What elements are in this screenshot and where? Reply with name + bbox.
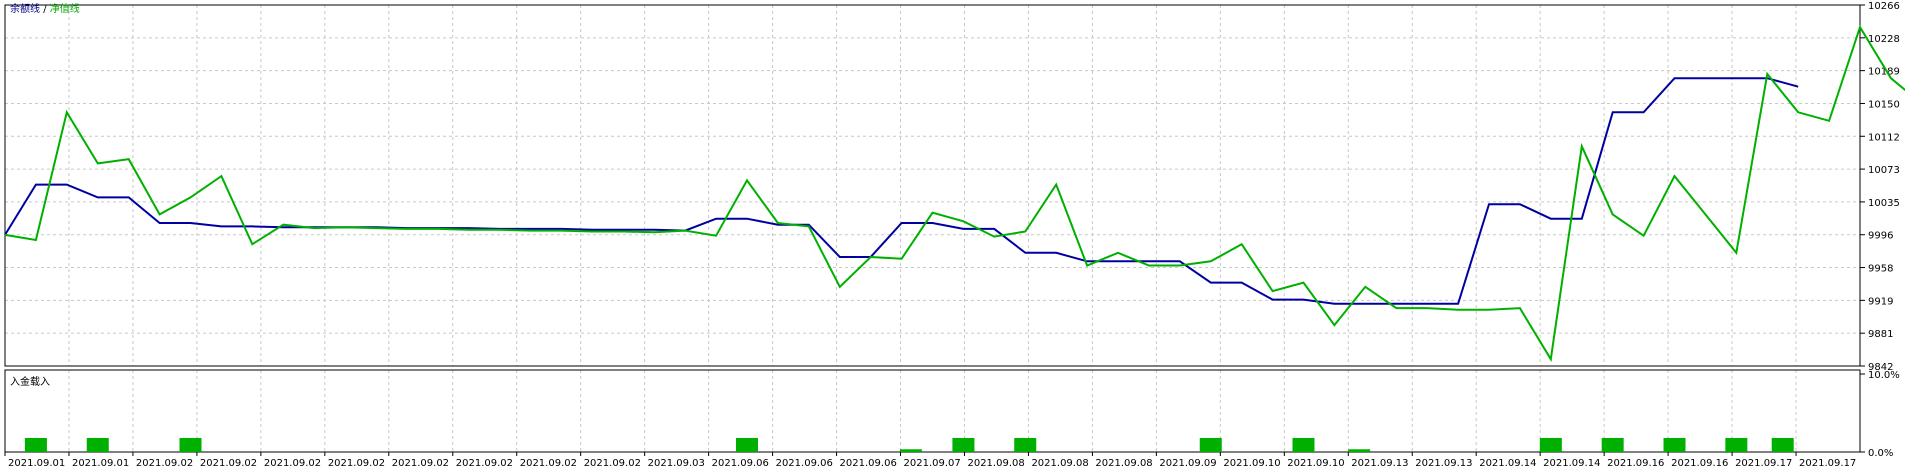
deposit-panel-frame xyxy=(4,369,1861,453)
x-tick-label: 2021.09.07 xyxy=(904,458,961,469)
legend-separator: / xyxy=(43,4,47,15)
y-tick-label: 10150 xyxy=(1868,99,1900,110)
y-tick-label: 10228 xyxy=(1868,34,1900,45)
deposit-bar xyxy=(1014,437,1037,452)
x-tick-label: 2021.09.10 xyxy=(1287,458,1344,469)
legend-balance: 余额线 xyxy=(10,4,40,15)
y-tick-label: 9958 xyxy=(1868,264,1893,275)
y-tick-label: 0.0% xyxy=(1868,448,1893,459)
x-tick-label: 2021.09.06 xyxy=(840,458,897,469)
x-tick-label: 2021.09.10 xyxy=(1223,458,1280,469)
deposit-bar xyxy=(179,437,202,452)
deposit-bar xyxy=(86,437,109,452)
x-tick-label: 2021.09.14 xyxy=(1543,458,1600,469)
y-tick-label: 9881 xyxy=(1868,329,1893,340)
main-panel-frame xyxy=(4,4,1861,367)
deposit-bar xyxy=(1663,437,1686,452)
y-tick-label: 9842 xyxy=(1868,362,1893,373)
x-tick-label: 2021.09.02 xyxy=(264,458,321,469)
x-tick-label: 2021.09.13 xyxy=(1415,458,1472,469)
deposit-bar xyxy=(1292,437,1315,452)
deposit-bar xyxy=(1601,437,1624,452)
x-tick-label: 2021.09.02 xyxy=(200,458,257,469)
x-tick-label: 2021.09.09 xyxy=(1159,458,1216,469)
x-tick-label: 2021.09.14 xyxy=(1479,458,1536,469)
x-tick-label: 2021.09.06 xyxy=(712,458,769,469)
y-tick-label: 10266 xyxy=(1868,1,1900,12)
y-tick-label: 10189 xyxy=(1868,67,1900,78)
legend-equity: 净值线 xyxy=(49,4,80,15)
x-tick-label: 2021.09.01 xyxy=(72,458,129,469)
x-tick-label: 2021.09.08 xyxy=(967,458,1024,469)
deposit-bar xyxy=(736,437,758,452)
deposit-bar xyxy=(1199,437,1222,452)
deposit-bar xyxy=(1348,449,1371,452)
deposit-bar xyxy=(952,437,975,452)
y-tick-label: 9996 xyxy=(1868,231,1893,242)
y-tick-label: 10112 xyxy=(1868,132,1900,143)
equity-line xyxy=(4,24,1905,363)
y-tick-label: 9919 xyxy=(1868,296,1893,307)
y-tick-label: 10073 xyxy=(1868,165,1900,176)
deposit-bar xyxy=(1725,437,1748,452)
x-tick-label: 2021.09.01 xyxy=(8,458,65,469)
x-tick-label: 2021.09.08 xyxy=(1095,458,1152,469)
x-tick-label: 2021.09.02 xyxy=(392,458,449,469)
deposit-bar xyxy=(1539,437,1562,452)
x-tick-label: 2021.09.02 xyxy=(456,458,513,469)
x-tick-label: 2021.09.03 xyxy=(648,458,705,469)
x-axis: 2021.09.01 2021.09.01 2021.09.02 2021.09.02… xyxy=(4,452,1856,469)
deposit-bar xyxy=(899,449,922,452)
x-tick-label: 2021.09.08 xyxy=(1031,458,1088,469)
deposit-bar xyxy=(1771,437,1794,452)
deposit-bar xyxy=(24,437,47,452)
x-tick-label: 2021.09.16 xyxy=(1671,458,1728,469)
main-panel: 10266 10228 10189 10150 10112 10073 10035 9996 9… xyxy=(4,1,1905,373)
balance-line xyxy=(4,77,1799,305)
x-tick-label: 2021.09.02 xyxy=(584,458,641,469)
x-tick-label: 2021.09.13 xyxy=(1351,458,1408,469)
x-tick-label: 2021.09.16 xyxy=(1607,458,1664,469)
x-tick-label: 2021.09.06 xyxy=(776,458,833,469)
x-tick-label: 2021.09.02 xyxy=(328,458,385,469)
y-tick-label: 10035 xyxy=(1868,198,1900,209)
y-tick-label: 10.0% xyxy=(1868,370,1900,381)
x-tick-label: 2021.09.02 xyxy=(520,458,577,469)
x-tick-label: 2021.09.02 xyxy=(136,458,193,469)
chart-legend: 余额线 / 净值线 xyxy=(10,4,80,16)
x-tick-label: 2021.09.17 xyxy=(1735,458,1792,469)
deposit-panel: 10.0% 0.0% xyxy=(4,369,1900,459)
deposit-panel-label: 入金载入 xyxy=(10,377,50,388)
x-tick-label: 2021.09.17 xyxy=(1799,458,1856,469)
